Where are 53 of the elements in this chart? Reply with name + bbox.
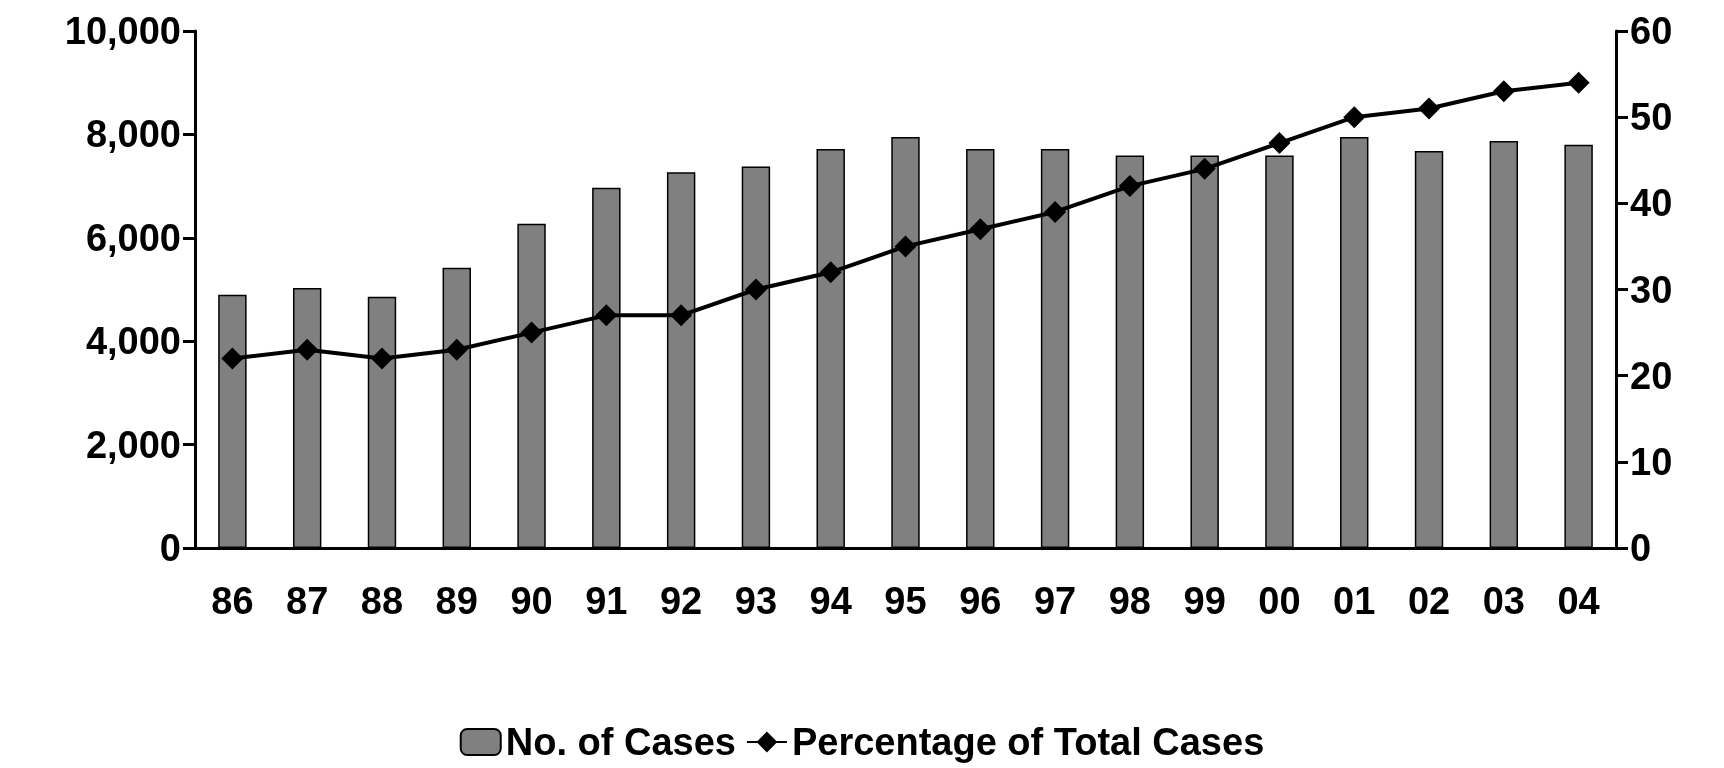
x-tick-label: 89 <box>435 580 478 622</box>
y2-tick-label: 60 <box>1630 10 1673 52</box>
x-tick-label: 88 <box>360 580 404 622</box>
point <box>445 338 468 361</box>
y2-tick-label: 10 <box>1630 440 1673 483</box>
point <box>1193 157 1216 180</box>
y2-tick-label: 40 <box>1630 182 1673 225</box>
y-tick-label: 8,000 <box>85 113 181 156</box>
point <box>1044 200 1067 223</box>
point <box>1418 97 1441 120</box>
x-tick-label: 94 <box>809 580 852 622</box>
y2-tick-label: 50 <box>1630 96 1673 139</box>
x-tick-label: 92 <box>659 580 703 622</box>
point <box>969 218 992 241</box>
point <box>670 304 693 327</box>
y-tick-label: 4,000 <box>85 320 181 363</box>
x-tick-label: 00 <box>1258 580 1301 622</box>
x-tick-label: 96 <box>959 580 1002 622</box>
x-tick-label: 86 <box>211 580 254 622</box>
y-tick-label: 2,000 <box>85 423 181 466</box>
x-tick-label: 99 <box>1183 580 1226 622</box>
x-tick-label: 03 <box>1482 580 1525 622</box>
y2-tick-label: 30 <box>1630 268 1673 311</box>
point <box>1268 132 1291 155</box>
y2-tick-label: 20 <box>1630 354 1673 397</box>
point <box>221 347 244 370</box>
point <box>296 338 319 361</box>
point <box>1567 71 1590 94</box>
point <box>819 261 842 284</box>
x-tick-label: 93 <box>734 580 778 622</box>
y2-tick-label: 0 <box>1630 527 1652 569</box>
x-tick-label: 02 <box>1407 580 1451 622</box>
point <box>370 347 393 370</box>
x-tick-label: 04 <box>1557 580 1600 622</box>
y-tick-label: 10,000 <box>64 10 181 52</box>
y-tick-label: 6,000 <box>85 216 181 259</box>
point <box>520 321 543 344</box>
point <box>894 235 917 258</box>
point <box>744 278 767 301</box>
legend-label: Percentage of Total Cases <box>791 721 1265 763</box>
x-tick-label: 98 <box>1108 580 1152 622</box>
x-tick-label: 95 <box>884 580 927 622</box>
x-tick-label: 97 <box>1033 580 1077 622</box>
x-tick-label: 90 <box>510 580 553 622</box>
point <box>1492 80 1515 103</box>
legend-label: No. of Cases <box>505 721 736 763</box>
y-tick-label: 0 <box>159 527 181 569</box>
point <box>1343 106 1366 129</box>
point <box>595 304 618 327</box>
x-tick-label: 87 <box>286 580 329 622</box>
x-tick-label: 91 <box>585 580 628 622</box>
point <box>1118 175 1141 198</box>
x-tick-label: 01 <box>1333 580 1376 622</box>
